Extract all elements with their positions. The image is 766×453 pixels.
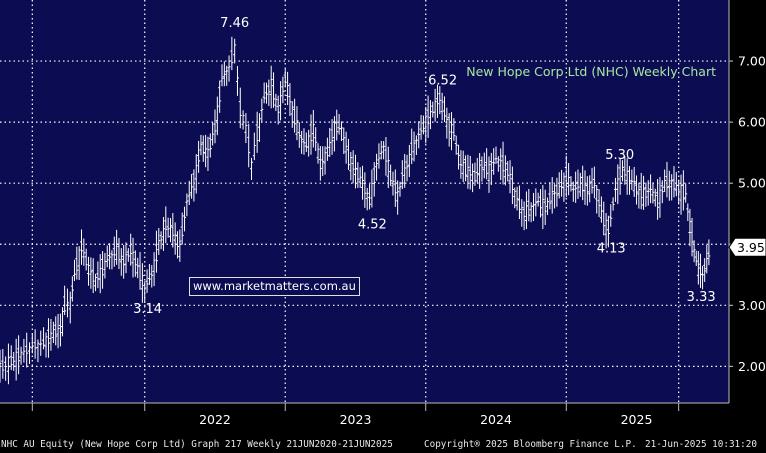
price-chart: 2.003.004.005.006.007.002022202320242025… bbox=[0, 0, 766, 436]
y-axis-band bbox=[729, 0, 766, 436]
watermark-link[interactable]: www.marketmatters.com.au bbox=[189, 277, 360, 296]
x-tick-label: 2025 bbox=[621, 412, 653, 427]
price-annotation: 3.14 bbox=[133, 302, 162, 317]
price-annotation: 4.52 bbox=[358, 217, 387, 232]
x-tick-label: 2022 bbox=[199, 412, 231, 427]
footer-security: NHC AU Equity (New Hope Corp Ltd) Graph … bbox=[1, 439, 393, 450]
x-tick-label: 2023 bbox=[340, 412, 372, 427]
chart-title: New Hope Corp Ltd (NHC) Weekly Chart bbox=[466, 64, 716, 79]
last-price-label: 3.95 bbox=[737, 240, 765, 255]
y-tick-label: 6.00 bbox=[738, 115, 766, 130]
footer-bar: NHC AU Equity (New Hope Corp Ltd) Graph … bbox=[0, 436, 766, 453]
y-tick-label: 2.00 bbox=[738, 359, 766, 374]
price-annotation: 5.30 bbox=[605, 148, 634, 163]
y-tick-label: 3.00 bbox=[738, 298, 766, 313]
price-annotation: 3.33 bbox=[687, 290, 716, 305]
footer-timestamp: 21-Jun-2025 10:31:20 bbox=[645, 439, 757, 450]
x-tick-label: 2024 bbox=[480, 412, 512, 427]
price-bars bbox=[0, 36, 711, 385]
y-tick-label: 5.00 bbox=[738, 176, 766, 191]
footer-copyright: Copyright® 2025 Bloomberg Finance L.P. bbox=[424, 439, 637, 450]
x-axis-band bbox=[0, 403, 766, 436]
price-annotation: 7.46 bbox=[220, 16, 249, 31]
price-annotation: 6.52 bbox=[428, 73, 457, 88]
y-tick-label: 7.00 bbox=[738, 54, 766, 69]
last-price-tag bbox=[728, 237, 766, 257]
price-annotation: 4.13 bbox=[597, 241, 626, 256]
